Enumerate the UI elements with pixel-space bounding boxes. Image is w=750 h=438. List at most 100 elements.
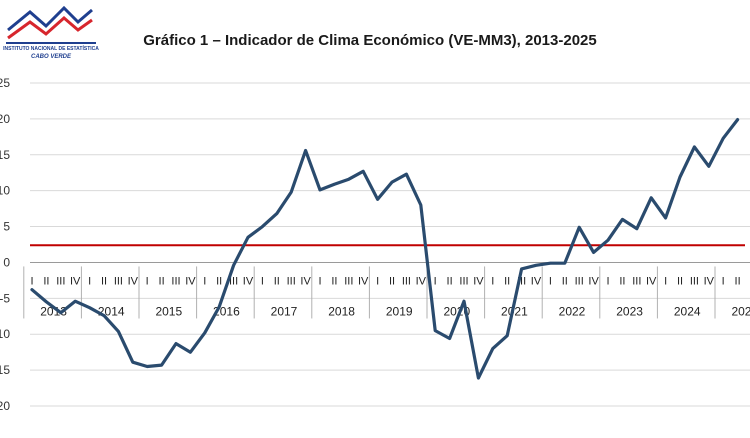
data-point <box>174 342 178 345</box>
data-point <box>534 264 538 267</box>
data-point <box>678 175 682 179</box>
data-point <box>621 218 624 221</box>
data-point <box>462 300 466 303</box>
quarter-label: II <box>274 275 280 287</box>
quarter-label: I <box>146 275 149 287</box>
data-point <box>30 288 34 291</box>
quarter-label: II <box>562 275 568 287</box>
data-point <box>434 329 437 332</box>
y-tick-label: 20 <box>0 399 10 413</box>
data-point <box>146 365 149 368</box>
y-tick-label: 5 <box>3 220 10 234</box>
data-point <box>333 183 336 186</box>
quarter-label: IV <box>243 275 254 287</box>
year-label: 2022 <box>559 304 586 318</box>
quarter-label: I <box>722 275 725 287</box>
quarter-label: IV <box>646 275 657 287</box>
logo-red-wave-icon <box>7 16 93 40</box>
quarter-label: II <box>101 275 107 287</box>
year-label: 2019 <box>386 304 413 318</box>
quarter-label: I <box>30 275 33 287</box>
data-point <box>477 376 480 380</box>
y-tick-label: 10 <box>0 184 10 198</box>
data-point <box>563 261 566 265</box>
quarter-label: III <box>690 275 699 287</box>
logo-blue-bar <box>6 42 96 44</box>
year-label: 2013 <box>40 304 67 318</box>
logo-org-line2: CABO VERDE <box>31 54 72 60</box>
quarter-label: IV <box>358 275 369 287</box>
year-label: 2025 <box>731 304 750 318</box>
data-point <box>318 188 322 192</box>
data-point <box>203 331 206 334</box>
quarter-label: II <box>43 275 49 287</box>
quarter-label: IV <box>473 275 484 287</box>
quarter-label: II <box>619 275 625 287</box>
quarter-label: I <box>434 275 437 287</box>
data-point <box>275 212 278 215</box>
quarter-label: IV <box>531 275 542 287</box>
logo-blue-wave-icon <box>7 5 93 32</box>
quarter-label: IV <box>416 275 427 287</box>
quarter-label: III <box>56 275 65 287</box>
logo-org-line1: INSTITUTO NACIONAL DE ESTATÍSTICA <box>3 44 99 52</box>
data-point <box>102 314 106 317</box>
ine-cabo-verde-logo: INSTITUTO NACIONAL DE ESTATÍSTICA CABO V… <box>3 5 99 60</box>
quarter-label: II <box>159 275 165 287</box>
quarter-label: I <box>549 275 552 287</box>
y-tick-label: 15 <box>0 148 10 162</box>
data-point <box>218 305 221 309</box>
quarter-label: I <box>318 275 321 287</box>
data-point <box>189 350 192 354</box>
quarter-label: II <box>331 275 337 287</box>
quarter-label: III <box>114 275 123 287</box>
quarter-label: I <box>88 275 91 287</box>
data-point <box>232 264 235 267</box>
quarter-label: III <box>517 275 526 287</box>
quarter-label: III <box>575 275 584 287</box>
quarter-label: I <box>203 275 206 287</box>
quarter-label: IV <box>128 275 139 287</box>
quarter-label: I <box>376 275 379 287</box>
data-point <box>722 137 725 140</box>
data-point <box>376 198 379 201</box>
quarter-label: II <box>216 275 222 287</box>
data-point <box>506 334 509 337</box>
series-line-0 <box>30 117 740 380</box>
data-point <box>160 363 163 367</box>
data-point <box>131 361 134 364</box>
quarter-label: II <box>677 275 683 287</box>
data-point <box>362 170 365 173</box>
grid-lines <box>30 82 750 407</box>
year-label: 2024 <box>674 304 701 318</box>
quarter-label: III <box>171 275 180 287</box>
data-point <box>693 145 696 149</box>
quarter-label: IV <box>70 275 81 287</box>
year-label: 2015 <box>155 304 182 318</box>
quarter-label: III <box>632 275 641 287</box>
data-point <box>635 227 638 230</box>
data-point <box>520 267 523 271</box>
data-point <box>246 236 250 239</box>
data-point <box>578 226 581 229</box>
quarter-label: III <box>344 275 353 287</box>
data-point <box>304 149 307 152</box>
quarter-label: IV <box>300 275 311 287</box>
quarter-label: I <box>491 275 494 287</box>
y-tick-label: -5 <box>0 291 10 305</box>
quarter-label: I <box>664 275 667 287</box>
y-tick-label: 10 <box>0 327 10 341</box>
data-point <box>664 216 667 220</box>
data-point <box>405 172 408 176</box>
quarter-label: III <box>287 275 296 287</box>
quarter-label: III <box>402 275 411 287</box>
data-point <box>88 306 91 309</box>
quarter-label: IV <box>704 275 715 287</box>
data-point <box>707 165 710 168</box>
series-group <box>30 117 740 380</box>
data-point <box>606 238 610 242</box>
year-label: 2018 <box>328 304 355 318</box>
year-label: 2017 <box>271 304 298 318</box>
chart-title: Gráfico 1 – Indicador de Clima Económico… <box>143 32 597 49</box>
